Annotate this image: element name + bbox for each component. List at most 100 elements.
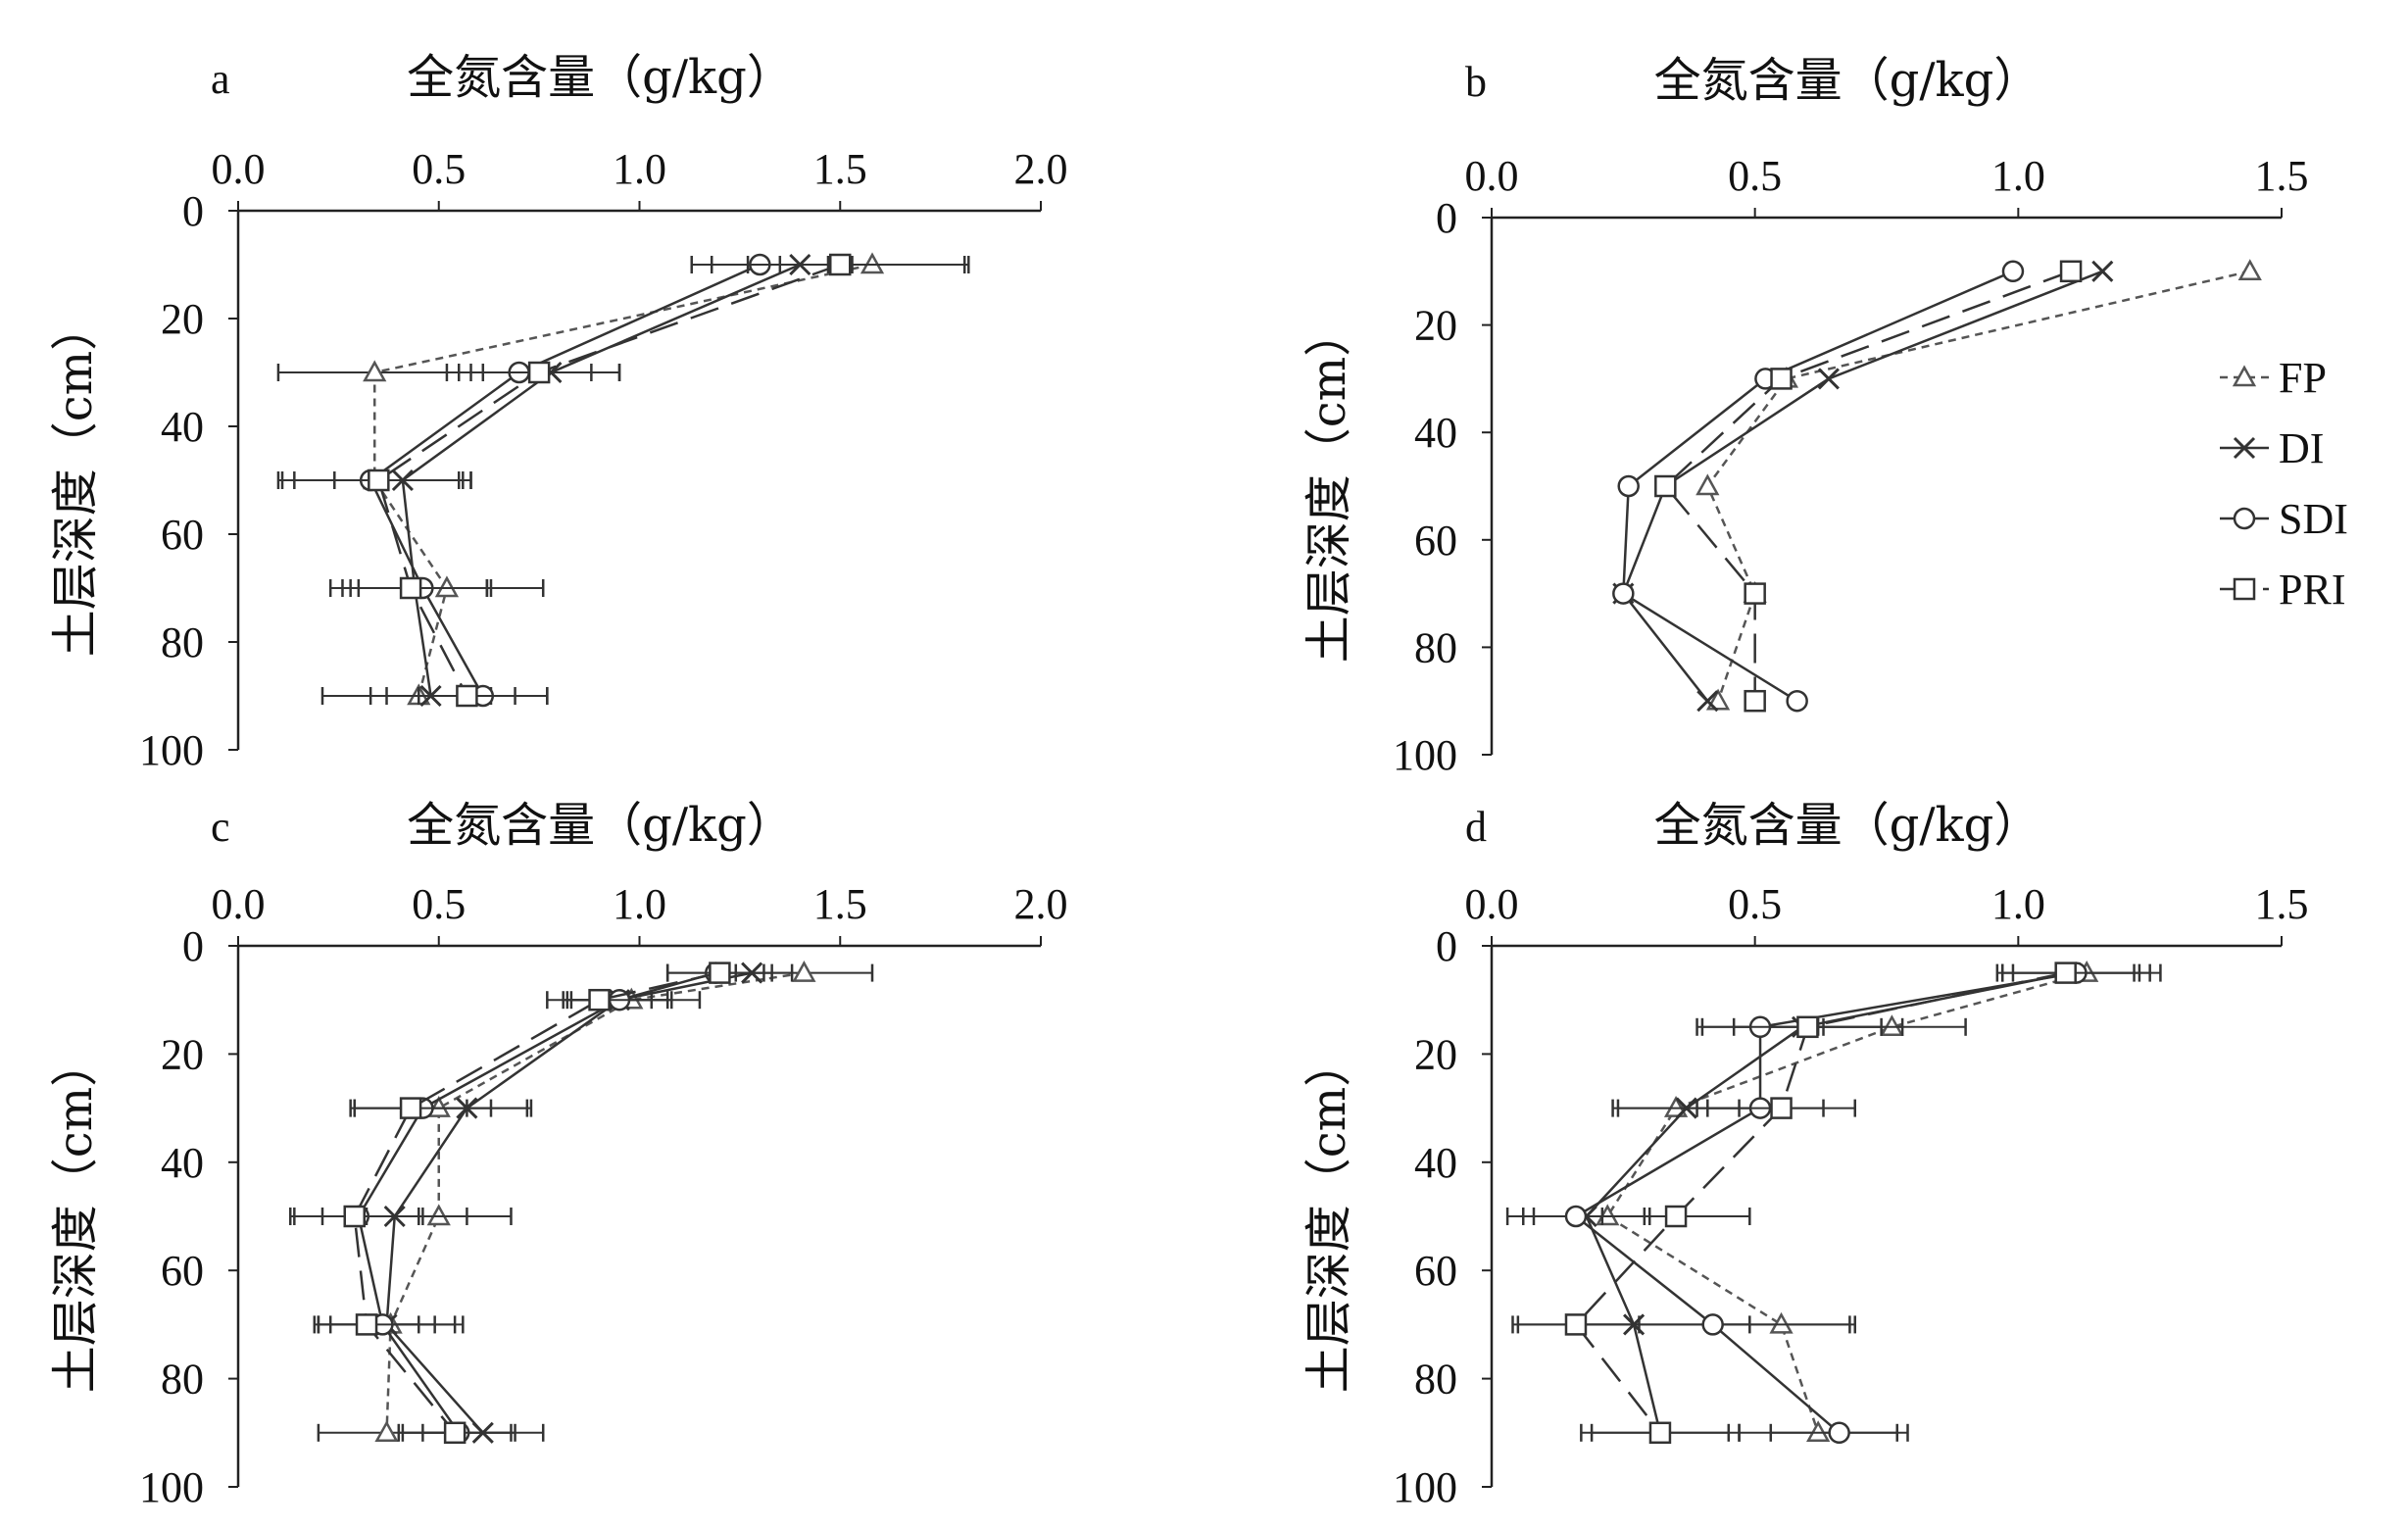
y-axis-title: 土层深度（cm）: [1302, 1040, 1356, 1393]
x-tick-label: 0.5: [1728, 880, 1782, 928]
panel-letter: b: [1465, 58, 1487, 106]
marker-pri: [709, 962, 731, 984]
x-tick-label: 1.5: [2255, 152, 2309, 200]
marker-pri: [456, 684, 478, 708]
marker-pri: [399, 576, 422, 600]
marker-fp: [2237, 259, 2262, 281]
series-pri: [1511, 962, 2136, 1445]
y-tick-label: 60: [1414, 1247, 1457, 1295]
series-line-fp: [385, 971, 805, 1433]
legend-item-fp: FP: [2220, 354, 2327, 402]
marker-di: [1696, 690, 1719, 713]
marker-di: [1817, 368, 1840, 390]
legend-label: PRI: [2279, 566, 2345, 614]
marker-pri: [1654, 474, 1677, 498]
x-tick-label: 1.0: [1991, 880, 2045, 928]
y-tick-label: 100: [139, 726, 204, 774]
marker-fp: [792, 961, 816, 982]
series-line-fp: [1705, 270, 2251, 702]
x-axis-title: 全氮含量（g/kg）: [1654, 798, 2041, 853]
x-axis-title: 全氮含量（g/kg）: [1654, 53, 2041, 108]
series-fp: [1695, 259, 2262, 711]
y-tick-label: 20: [1414, 1030, 1457, 1078]
marker-pri: [1770, 368, 1793, 390]
y-tick-label: 0: [1436, 922, 1457, 970]
y-tick-label: 60: [161, 511, 204, 559]
marker-pri: [1564, 1313, 1588, 1336]
marker-pri: [1770, 1097, 1793, 1119]
x-tick-label: 2.0: [1014, 145, 1068, 193]
y-axis-title: 土层深度（cm）: [48, 1040, 103, 1393]
y-tick-label: 20: [161, 295, 204, 343]
x-axis-title: 全氮含量（g/kg）: [407, 798, 794, 853]
marker-pri: [527, 361, 551, 384]
y-tick-label: 80: [161, 618, 204, 666]
legend-label: DI: [2279, 424, 2324, 472]
series-sdi: [1505, 962, 2151, 1445]
x-tick-label: 0.5: [412, 880, 466, 928]
x-tick-label: 0.0: [212, 145, 266, 193]
series-sdi: [1612, 260, 2025, 713]
y-tick-label: 0: [182, 922, 204, 970]
series-line-sdi: [1573, 971, 2077, 1434]
legend-item-sdi: SDI: [2220, 495, 2348, 543]
x-tick-label: 1.5: [813, 145, 867, 193]
series-line-sdi: [1622, 270, 2014, 703]
y-tick-label: 40: [161, 1139, 204, 1187]
x-tick-label: 0.0: [212, 880, 266, 928]
x-tick-label: 1.5: [813, 880, 867, 928]
x-tick-label: 1.0: [1991, 152, 2045, 200]
y-tick-label: 20: [161, 1030, 204, 1078]
y-axis-title: 土层深度（cm）: [1302, 310, 1356, 663]
marker-sdi: [2233, 507, 2256, 530]
marker-pri: [343, 1205, 367, 1228]
marker-pri: [829, 253, 852, 276]
legend-item-di: DI: [2220, 424, 2324, 472]
y-tick-label: 80: [1414, 1356, 1457, 1404]
marker-pri: [2059, 260, 2083, 283]
marker-pri: [1664, 1205, 1688, 1228]
marker-pri: [355, 1313, 378, 1336]
x-axis-title: 全氮含量（g/kg）: [407, 50, 794, 105]
marker-pri: [588, 988, 611, 1011]
panel-d: d 全氮含量（g/kg） 土层深度（cm） 0.0 0.5 1.0 1.5 0 20 40 60 80…: [1302, 798, 2309, 1511]
series-line-pri: [353, 971, 720, 1434]
series-line-pri: [1663, 270, 2072, 702]
marker-fp: [1695, 473, 1720, 496]
marker-sdi: [1701, 1313, 1724, 1336]
series-line-pri: [376, 263, 841, 697]
series-line-fp: [372, 263, 873, 697]
marker-sdi: [1786, 689, 1808, 713]
series-line-sdi: [357, 971, 716, 1434]
marker-sdi: [1612, 582, 1635, 605]
panel-letter: d: [1465, 803, 1487, 851]
marker-pri: [443, 1421, 467, 1445]
legend-label: SDI: [2279, 495, 2348, 543]
marker-fp: [374, 1420, 399, 1443]
marker-pri: [1648, 1421, 1672, 1445]
marker-di: [2233, 436, 2256, 460]
marker-fp: [1705, 688, 1731, 711]
y-tick-label: 40: [161, 403, 204, 451]
series-line-pri: [1574, 971, 2066, 1434]
series-di: [1612, 260, 2114, 713]
x-tick-label: 1.0: [613, 145, 666, 193]
series-line-di: [385, 971, 753, 1434]
y-tick-label: 20: [1414, 302, 1457, 350]
series-pri: [288, 962, 773, 1445]
panel-letter: a: [211, 55, 230, 103]
panel-a: a 全氮含量（g/kg） 土层深度（cm） 0.0 0.5 1.0 1.5 2.0 0 20 40 6…: [48, 50, 1068, 774]
y-axis-title: 土层深度（cm）: [48, 304, 103, 657]
marker-pri: [1796, 1015, 1819, 1039]
y-tick-label: 100: [1393, 1463, 1457, 1511]
legend-item-pri: PRI: [2220, 566, 2345, 614]
x-tick-label: 1.5: [2255, 880, 2309, 928]
y-tick-label: 100: [1393, 731, 1457, 779]
marker-sdi: [2001, 260, 2025, 283]
marker-pri: [368, 469, 390, 492]
legend-label: FP: [2279, 354, 2327, 402]
series-line-fp: [1605, 971, 2088, 1434]
marker-sdi: [1617, 474, 1640, 498]
y-tick-label: 80: [1414, 623, 1457, 671]
